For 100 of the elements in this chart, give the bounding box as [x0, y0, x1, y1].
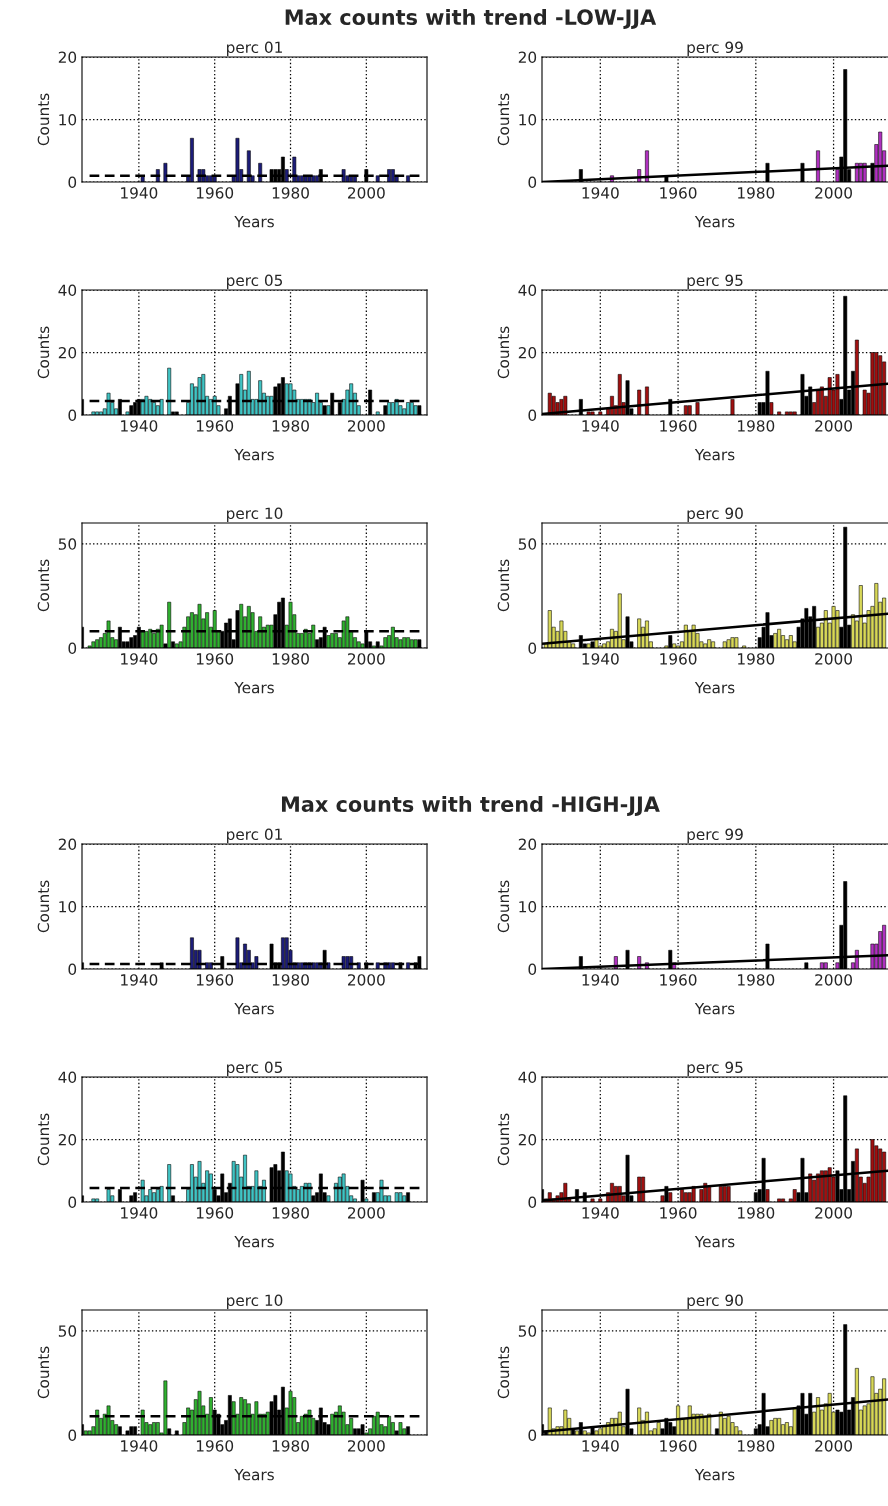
x-tick-label: 1940 [582, 653, 619, 665]
x-tick-label: 1960 [660, 653, 697, 665]
x-axis-title: Years [694, 449, 735, 461]
x-tick-label: 2000 [815, 420, 852, 432]
y-axis-title: Counts [37, 559, 50, 612]
y-axis-title: Counts [497, 1113, 510, 1166]
x-tick-label: 1960 [196, 653, 234, 665]
y-tick-label: 0 [68, 1196, 77, 1209]
x-axis-title: Years [694, 682, 735, 694]
x-axis-title: Years [234, 1003, 274, 1015]
x-tick-label: 1980 [738, 187, 775, 199]
y-tick-label: 40 [518, 1071, 537, 1084]
chart-title: perc 10 [227, 507, 283, 523]
y-tick-label: 40 [58, 284, 77, 297]
x-tick-label: 2000 [815, 187, 852, 199]
x-tick-label: 2000 [815, 974, 852, 986]
y-tick-label: 20 [518, 1133, 537, 1146]
x-tick-label: 1940 [582, 420, 619, 432]
x-tick-label: 1940 [121, 653, 158, 665]
x-tick-label: 1960 [660, 974, 697, 986]
chart-title: perc 05 [227, 1061, 283, 1077]
y-tick-label: 0 [68, 1429, 77, 1442]
x-tick-label: 1960 [660, 187, 697, 199]
x-tick-label: 1960 [196, 1440, 234, 1452]
chart-title: perc 01 [227, 828, 282, 844]
chart-title: perc 95 [687, 274, 743, 290]
x-tick-label: 1960 [660, 1207, 697, 1219]
y-tick-label: 10 [59, 113, 77, 126]
x-tick-label: 2000 [348, 1207, 385, 1219]
y-tick-label: 0 [528, 409, 537, 422]
y-tick-label: 40 [58, 1071, 77, 1084]
x-tick-label: 1960 [660, 420, 697, 432]
x-tick-label: 2000 [815, 1440, 852, 1452]
x-tick-label: 2000 [348, 974, 385, 986]
x-tick-label: 1940 [121, 974, 158, 986]
x-axis-title: Years [234, 682, 274, 694]
x-tick-label: 2000 [815, 653, 852, 665]
x-tick-label: 1940 [121, 187, 158, 199]
x-tick-label: 2000 [348, 1440, 385, 1452]
y-axis-title: Counts [37, 1113, 50, 1166]
x-tick-label: 1960 [196, 1207, 234, 1219]
y-tick-label: 20 [518, 346, 537, 359]
y-tick-label: 10 [59, 900, 77, 913]
x-tick-label: 1960 [660, 1440, 697, 1452]
x-tick-label: 1980 [272, 653, 309, 665]
y-tick-label: 0 [68, 176, 77, 189]
y-tick-label: 0 [68, 963, 77, 976]
y-axis-title: Counts [497, 880, 510, 933]
y-axis-title: Counts [37, 880, 50, 933]
y-tick-label: 50 [58, 538, 77, 550]
x-tick-label: 1980 [738, 653, 775, 665]
chart-title: perc 05 [227, 274, 283, 290]
y-tick-label: 0 [68, 642, 77, 655]
y-tick-label: 0 [68, 409, 77, 422]
y-axis-title: Counts [37, 326, 50, 379]
y-tick-label: 0 [528, 1429, 537, 1442]
x-axis-title: Years [694, 1469, 735, 1481]
y-axis-title: Counts [497, 559, 510, 612]
y-tick-label: 10 [519, 900, 537, 913]
x-tick-label: 1940 [121, 420, 158, 432]
y-tick-label: 20 [518, 838, 537, 851]
y-axis-title: Counts [37, 93, 50, 146]
x-tick-label: 1940 [582, 1440, 619, 1452]
x-tick-label: 1940 [121, 1440, 158, 1452]
y-tick-label: 0 [528, 1196, 537, 1209]
x-tick-label: 1980 [272, 974, 309, 986]
x-tick-label: 1940 [121, 1207, 158, 1219]
x-axis-title: Years [694, 1236, 735, 1248]
x-tick-label: 1940 [582, 187, 619, 199]
y-axis-title: Counts [37, 1346, 50, 1399]
x-tick-label: 1960 [196, 420, 234, 432]
text: Max counts with trend -LOW-JJA [285, 8, 657, 29]
chart-title: perc 95 [687, 1061, 743, 1077]
x-tick-label: 1980 [272, 1207, 309, 1219]
x-axis-title: Years [694, 1003, 735, 1015]
x-tick-label: 1960 [196, 974, 234, 986]
x-axis-title: Years [234, 216, 274, 228]
x-tick-label: 2000 [348, 420, 385, 432]
chart-title: perc 10 [227, 1294, 283, 1310]
y-tick-label: 0 [528, 963, 537, 976]
chart-title: perc 90 [687, 507, 743, 523]
x-tick-label: 1980 [738, 420, 775, 432]
chart-title: perc 90 [687, 1294, 743, 1310]
x-tick-label: 1980 [738, 1207, 775, 1219]
y-tick-label: 40 [518, 284, 537, 297]
x-tick-label: 1980 [272, 420, 309, 432]
text: Max counts with trend -HIGH-JJA [281, 795, 660, 816]
chart-title: perc 99 [687, 41, 743, 57]
y-tick-label: 20 [58, 346, 77, 359]
y-axis-title: Counts [497, 93, 510, 146]
x-tick-label: 1940 [582, 1207, 619, 1219]
x-axis-title: Years [234, 449, 274, 461]
y-tick-label: 0 [528, 642, 537, 655]
y-tick-label: 0 [528, 176, 537, 189]
x-tick-label: 1980 [272, 1440, 309, 1452]
y-tick-label: 10 [519, 113, 537, 126]
y-tick-label: 20 [58, 1133, 77, 1146]
x-axis-title: Years [694, 216, 735, 228]
y-tick-label: 50 [58, 1325, 77, 1337]
x-tick-label: 1980 [738, 974, 775, 986]
